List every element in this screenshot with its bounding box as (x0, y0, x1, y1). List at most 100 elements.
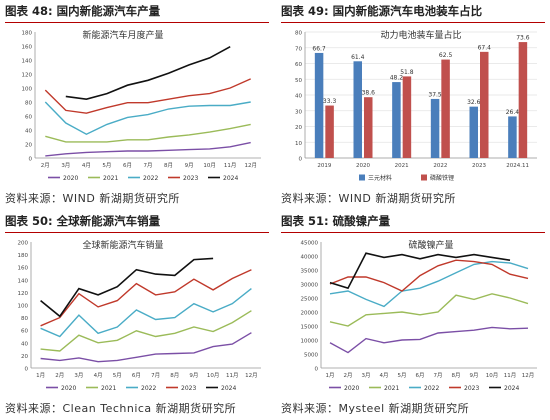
chart-title: 动力电池装车量占比 (380, 29, 461, 41)
y-tick-label: 40 (295, 94, 302, 100)
data-label: 73.6 (516, 35, 530, 42)
legend-label: 2021 (384, 385, 399, 392)
panel-battery-share: 图表 49: 国内新能源汽车电池装车占比 0 10 20 30 40 50 60 70 80 20… (281, 0, 545, 210)
series-line-2020 (45, 141, 251, 157)
x-tick-label: 11月 (226, 372, 239, 379)
panel-header: 图表 51: 硫酸镍产量 (281, 210, 545, 233)
x-tick-label: 3月 (74, 372, 83, 379)
bar-磷酸铁锂 (480, 51, 489, 158)
data-label: 48.2 (390, 75, 404, 82)
x-tick-label: 10月 (486, 372, 499, 379)
x-tick-label: 6月 (416, 372, 425, 379)
y-tick-label: 15000 (301, 325, 319, 331)
x-tick-label: 2020 (356, 163, 370, 169)
x-tick-label: 7月 (151, 372, 160, 379)
x-tick-label: 11月 (504, 372, 517, 379)
data-label: 66.7 (312, 45, 326, 52)
x-tick-label: 5月 (113, 372, 122, 379)
bar-三元材料 (469, 106, 478, 158)
y-tick-label: 20 (25, 143, 32, 149)
data-label: 33.3 (323, 98, 337, 105)
x-tick-label: 2021 (395, 163, 409, 169)
x-tick-label: 12月 (522, 372, 535, 379)
series-line-2022 (40, 288, 252, 338)
x-tick-label: 9月 (189, 372, 198, 379)
panel-global-ev-sales: 图表 50: 全球新能源汽车销量 0 20 40 60 80 100 120 140 160 18… (5, 210, 269, 420)
series-line-2023 (329, 259, 529, 292)
y-tick-label: 10 (295, 141, 302, 147)
series-line-2020 (329, 326, 529, 354)
data-label: 32.6 (467, 99, 481, 106)
y-tick-label: 100 (18, 304, 29, 310)
legend-label: 磷酸铁锂 (430, 174, 454, 182)
y-tick-label: 160 (22, 45, 33, 51)
bar-三元材料 (430, 98, 440, 158)
bar-三元材料 (508, 116, 517, 158)
panel-header: 图表 49: 国内新能源汽车电池装车占比 (281, 0, 545, 23)
x-tick-label: 6月 (132, 372, 141, 379)
bar-三元材料 (392, 82, 401, 158)
x-tick-label: 3月 (61, 162, 70, 169)
y-tick-label: 200 (18, 241, 29, 247)
y-tick-label: 40 (25, 129, 32, 135)
data-label: 38.6 (362, 90, 376, 97)
x-tick-label: 7月 (144, 162, 153, 169)
x-tick-label: 2019 (317, 163, 331, 169)
x-tick-label: 6月 (123, 162, 132, 169)
x-tick-label: 7月 (434, 372, 443, 379)
series-line-2022 (329, 260, 529, 308)
y-tick-label: 140 (22, 59, 33, 65)
data-label: 26.4 (506, 109, 520, 116)
series-line-2021 (40, 310, 252, 352)
y-tick-label: 40000 (301, 255, 319, 261)
x-tick-label: 8月 (164, 162, 173, 169)
y-tick-label: 25000 (301, 297, 319, 303)
legend-label: 2022 (143, 175, 158, 182)
x-tick-label: 3月 (362, 372, 371, 379)
y-tick-label: 0 (299, 157, 303, 163)
x-tick-label: 9月 (470, 372, 479, 379)
x-tick-label: 5月 (102, 162, 111, 169)
bar-磷酸铁锂 (364, 97, 373, 158)
series-line-2024 (40, 257, 214, 318)
y-tick-label: 0 (29, 157, 33, 163)
source-note: 资料来源：WIND 新湖期货研究所 (281, 192, 456, 205)
data-label: 62.5 (439, 52, 453, 59)
panel-header: 图表 48: 国内新能源汽车产量 (5, 0, 269, 23)
y-tick-label: 30000 (301, 283, 319, 289)
legend-swatch (421, 174, 427, 181)
x-tick-label: 2月 (344, 372, 353, 379)
y-tick-label: 0 (315, 367, 319, 373)
chart-title: 全球新能源汽车销量 (82, 239, 163, 251)
data-label: 61.4 (351, 54, 365, 61)
series-line-2022 (44, 101, 251, 135)
chart-battery-installation-share: 0 10 20 30 40 50 60 70 80 2019 2020 2021 2022 2023 202… (295, 29, 537, 182)
bar-磷酸铁锂 (402, 76, 412, 158)
series-line-2020 (40, 332, 252, 363)
bar-磷酸铁锂 (441, 59, 450, 158)
source-note: 资料来源：Mysteel 新湖期货研究所 (281, 402, 470, 415)
y-tick-label: 35000 (301, 269, 319, 275)
legend-label: 三元材料 (368, 174, 392, 182)
y-tick-label: 10000 (301, 339, 319, 345)
x-tick-label: 1月 (36, 372, 45, 379)
y-tick-label: 60 (21, 329, 28, 335)
y-tick-label: 80 (25, 101, 32, 107)
y-tick-label: 20 (21, 354, 28, 360)
y-tick-label: 140 (18, 278, 29, 284)
source-note: 资料来源：WIND 新湖期货研究所 (5, 192, 180, 205)
legend-label: 2023 (183, 175, 198, 182)
x-tick-label: 12月 (245, 372, 258, 379)
legend-label: 2024 (504, 385, 519, 392)
y-tick-label: 5000 (304, 353, 318, 359)
data-label: 51.8 (400, 69, 414, 76)
y-tick-label: 70 (295, 46, 302, 52)
x-tick-label: 4月 (82, 162, 91, 169)
data-label: 67.4 (478, 44, 492, 51)
y-tick-label: 120 (18, 291, 29, 297)
chart-title: 硫酸镍产量 (408, 239, 453, 251)
chart-nickel-sulfate-production: 0 5000 10000 15000 20000 25000 30000 35000 40000… (301, 239, 537, 392)
x-tick-label: 5月 (398, 372, 407, 379)
series-line-2021 (45, 123, 251, 143)
y-tick-label: 20000 (301, 311, 319, 317)
